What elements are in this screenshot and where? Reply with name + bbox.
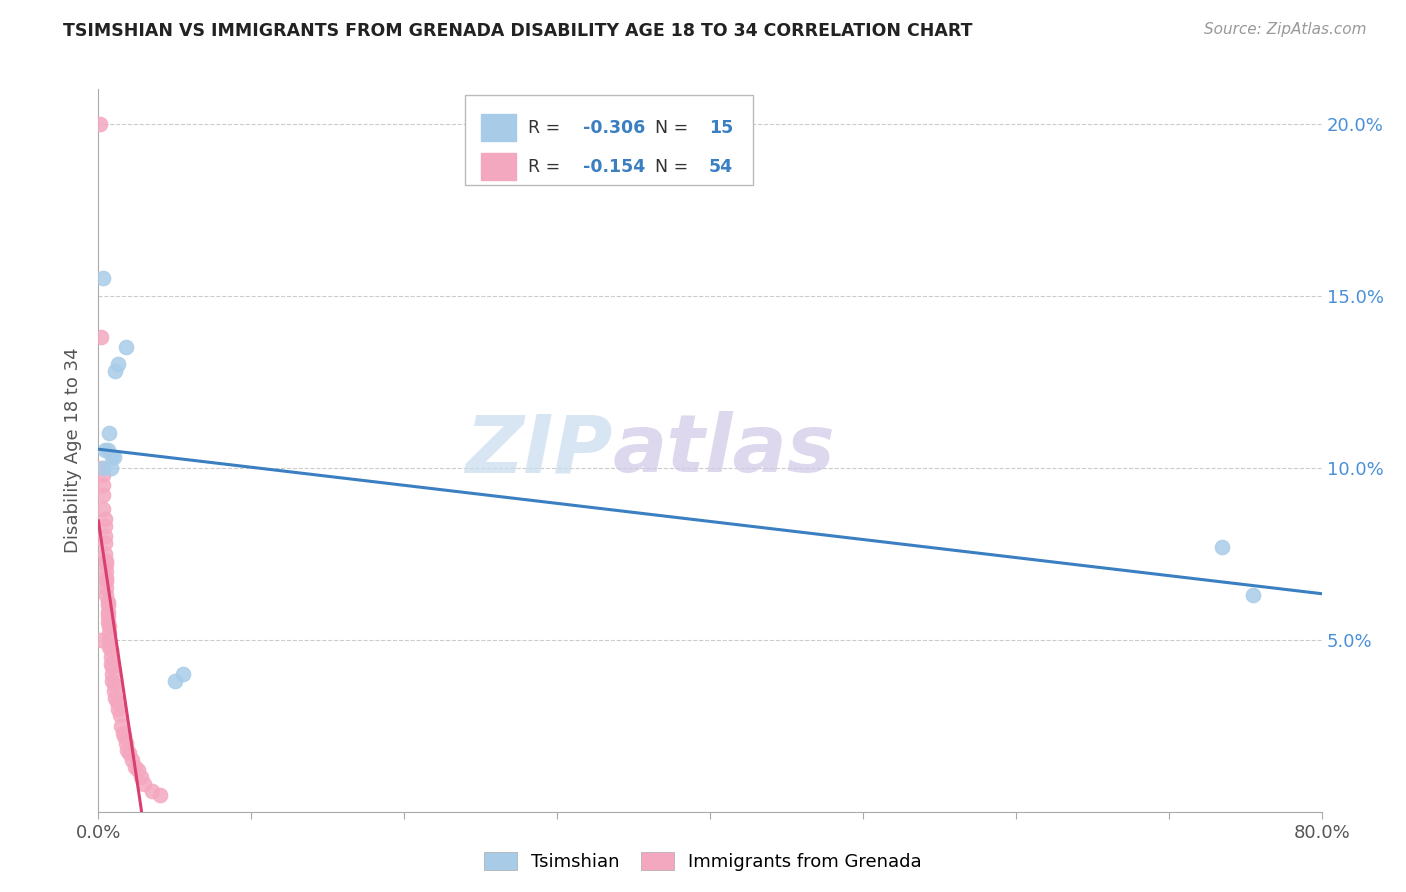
Text: 15: 15 — [709, 119, 733, 136]
Point — [101, 667, 124, 681]
Point — [105, 695, 128, 709]
Point — [97, 605, 120, 619]
Text: R =: R = — [527, 119, 565, 136]
Point — [101, 673, 124, 688]
Point — [97, 595, 120, 609]
Point — [94, 574, 117, 589]
Point — [111, 725, 134, 739]
Point — [89, 117, 111, 131]
Text: TSIMSHIAN VS IMMIGRANTS FROM GRENADA DISABILITY AGE 18 TO 34 CORRELATION CHART: TSIMSHIAN VS IMMIGRANTS FROM GRENADA DIS… — [63, 22, 973, 40]
Text: -0.154: -0.154 — [583, 158, 645, 176]
Point — [121, 753, 143, 767]
Point — [103, 677, 125, 691]
Point — [134, 777, 156, 791]
Text: R =: R = — [527, 158, 565, 176]
Point — [98, 625, 121, 640]
Text: ZIP: ZIP — [465, 411, 612, 490]
Point — [115, 340, 138, 354]
Point — [112, 729, 135, 743]
Point — [94, 553, 117, 567]
Point — [94, 588, 117, 602]
Point — [108, 708, 131, 723]
Point — [94, 571, 117, 585]
Point — [127, 764, 149, 778]
Point — [129, 770, 152, 784]
Point — [115, 736, 138, 750]
Point — [124, 760, 146, 774]
Legend: Tsimshian, Immigrants from Grenada: Tsimshian, Immigrants from Grenada — [477, 846, 929, 879]
Point — [93, 536, 115, 550]
Point — [98, 619, 121, 633]
Point — [104, 364, 127, 378]
Point — [91, 478, 114, 492]
Point — [90, 330, 112, 344]
Point — [93, 443, 115, 458]
Point — [91, 502, 114, 516]
Point — [93, 529, 115, 543]
Point — [91, 271, 114, 285]
Point — [98, 632, 121, 647]
Point — [100, 657, 122, 671]
Point — [149, 788, 172, 802]
Point — [100, 649, 122, 664]
Bar — [481, 153, 516, 180]
Point — [107, 701, 129, 715]
Point — [91, 460, 114, 475]
Point — [94, 564, 117, 578]
Point — [97, 608, 120, 623]
Point — [101, 450, 124, 465]
Point — [97, 443, 120, 458]
Text: N =: N = — [644, 158, 693, 176]
Point — [117, 743, 139, 757]
Point — [107, 358, 129, 372]
Y-axis label: Disability Age 18 to 34: Disability Age 18 to 34 — [65, 348, 83, 553]
Point — [141, 784, 163, 798]
Point — [93, 547, 115, 561]
Bar — [481, 114, 516, 142]
Point — [172, 667, 194, 681]
Point — [98, 640, 121, 654]
Point — [110, 719, 132, 733]
Point — [103, 450, 125, 465]
Text: N =: N = — [644, 119, 693, 136]
Point — [97, 615, 120, 630]
Point — [104, 691, 127, 706]
Point — [118, 746, 141, 760]
Point — [94, 581, 117, 595]
Point — [100, 643, 122, 657]
Point — [91, 488, 114, 502]
Point — [101, 660, 124, 674]
FancyBboxPatch shape — [465, 95, 752, 186]
Point — [1211, 540, 1233, 554]
Point — [93, 512, 115, 526]
Point — [103, 684, 125, 698]
Point — [94, 557, 117, 571]
Point — [91, 467, 114, 482]
Point — [1241, 588, 1264, 602]
Point — [93, 519, 115, 533]
Point — [163, 673, 186, 688]
Point — [90, 460, 112, 475]
Text: Source: ZipAtlas.com: Source: ZipAtlas.com — [1204, 22, 1367, 37]
Text: -0.306: -0.306 — [583, 119, 645, 136]
Point — [90, 632, 112, 647]
Point — [97, 599, 120, 613]
Point — [98, 426, 121, 441]
Point — [100, 460, 122, 475]
Text: 54: 54 — [709, 158, 733, 176]
Text: atlas: atlas — [612, 411, 835, 490]
